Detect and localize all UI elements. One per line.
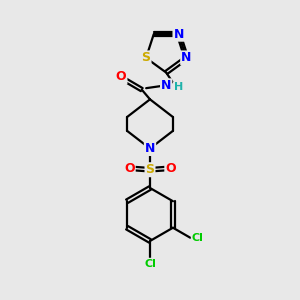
Text: N: N [161, 79, 171, 92]
Text: Cl: Cl [144, 259, 156, 269]
Text: S: S [142, 51, 151, 64]
Text: N: N [173, 28, 184, 41]
Text: O: O [116, 70, 127, 83]
Text: Cl: Cl [192, 233, 204, 243]
Text: O: O [165, 162, 176, 175]
Text: H: H [174, 82, 183, 92]
Text: O: O [124, 162, 135, 175]
Text: N: N [145, 142, 155, 155]
Text: N: N [181, 51, 191, 64]
Text: S: S [146, 163, 154, 176]
